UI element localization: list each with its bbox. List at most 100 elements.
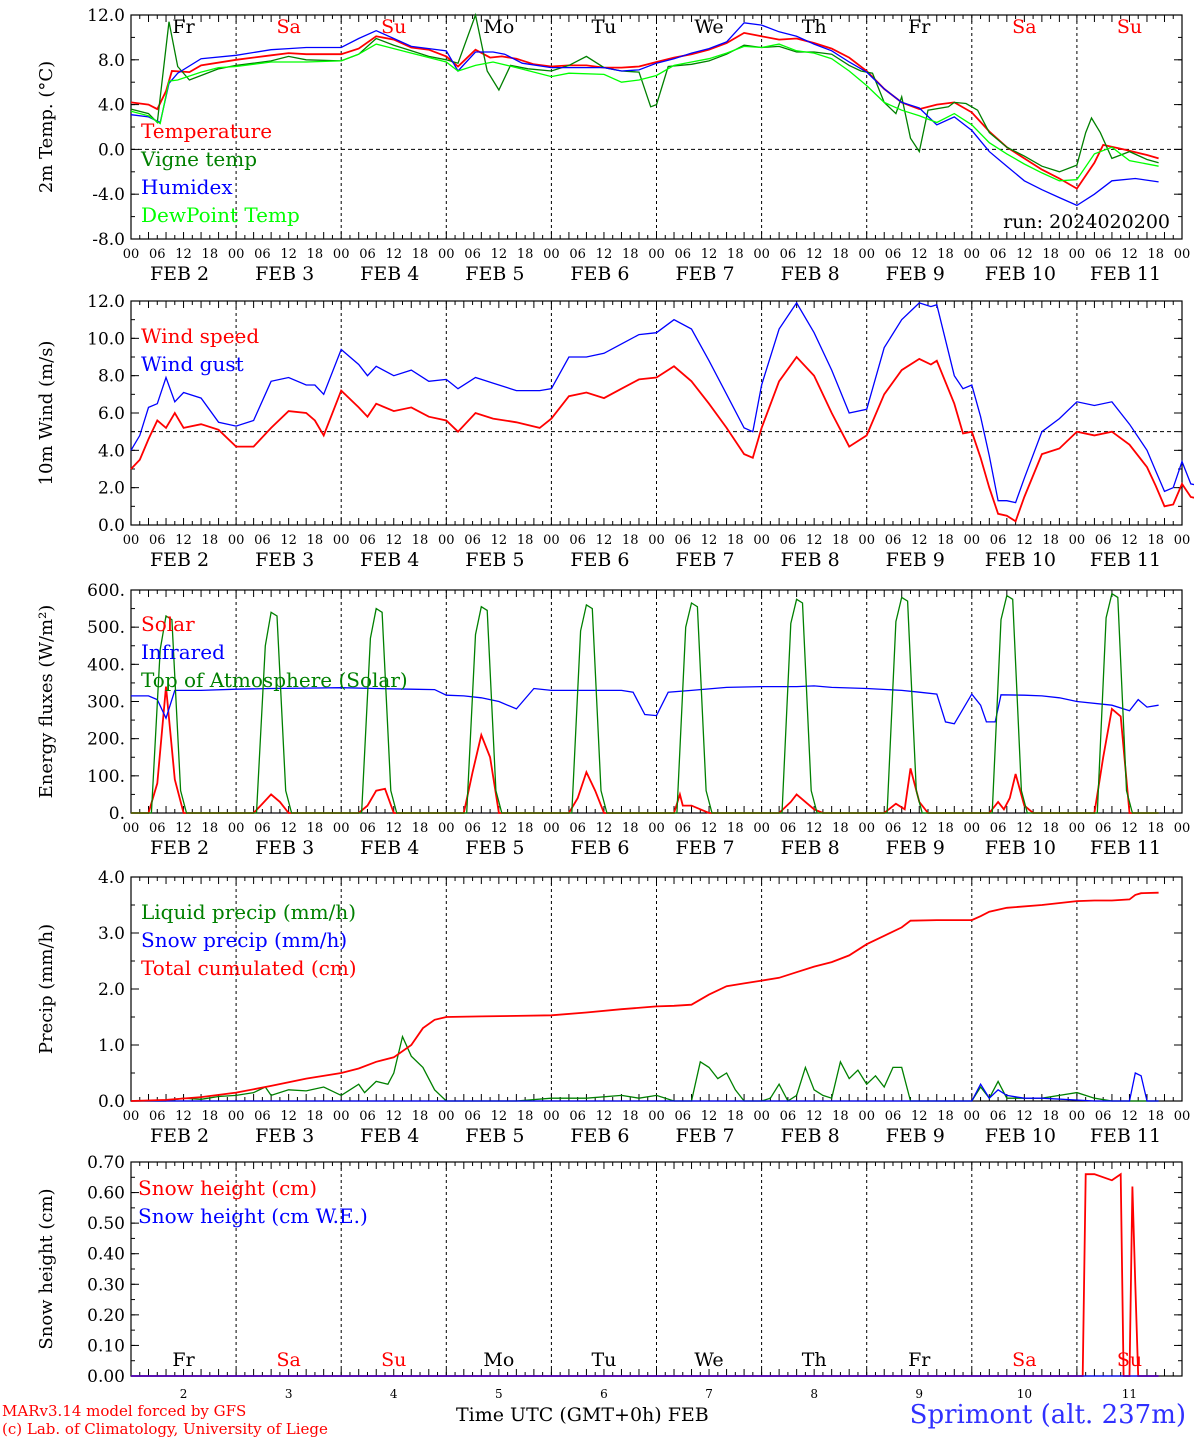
- hour-tick-label: 06: [569, 1109, 586, 1124]
- hour-tick-label: 18: [832, 1109, 849, 1124]
- copyright-credit: (c) Lab. of Climatology, University of L…: [2, 1420, 328, 1438]
- hour-tick-label: 00: [438, 1109, 455, 1124]
- hour-tick-label: 12: [911, 1109, 928, 1124]
- legend-entry: Top of Atmosphere (Solar): [141, 668, 408, 692]
- legend-entry: Infrared: [141, 640, 225, 664]
- hour-tick-label: 00: [333, 247, 350, 262]
- hour-tick-label: 12: [596, 821, 613, 836]
- hour-tick-label: 12: [806, 247, 823, 262]
- hour-tick-label: 12: [1121, 533, 1138, 548]
- y-tick-label: 6.0: [98, 404, 125, 424]
- hour-tick-label: 12: [491, 1109, 508, 1124]
- series-line-0: [131, 1034, 1159, 1102]
- hour-tick-label: 18: [517, 533, 534, 548]
- hour-tick-label: 18: [307, 1109, 324, 1124]
- hour-tick-label: 18: [1042, 1109, 1059, 1124]
- hour-tick-label: 18: [412, 533, 429, 548]
- hour-tick-label: 00: [858, 1109, 875, 1124]
- hour-tick-label: 06: [675, 1109, 692, 1124]
- hour-tick-label: 18: [622, 533, 639, 548]
- y-tick-label: 2.0: [98, 479, 125, 499]
- weekday-label: Sa: [1012, 16, 1036, 38]
- hour-tick-label: 12: [1016, 821, 1033, 836]
- hour-tick-label: 00: [228, 247, 245, 262]
- hour-tick-label: 06: [149, 1109, 166, 1124]
- y-tick-label: 0.20: [87, 1306, 125, 1326]
- hour-tick-label: 00: [1069, 1109, 1086, 1124]
- legend-entry: Humidex: [141, 175, 233, 199]
- date-label: FEB 6: [570, 263, 629, 285]
- hour-tick-label: 12: [806, 821, 823, 836]
- date-label: FEB 8: [781, 1125, 840, 1147]
- date-label: FEB 9: [886, 837, 945, 859]
- hour-tick-label: 06: [675, 247, 692, 262]
- hour-tick-label: 12: [385, 247, 402, 262]
- hour-tick-label: 12: [1016, 533, 1033, 548]
- hour-tick-label: 18: [202, 1109, 219, 1124]
- hour-tick-label: 12: [701, 821, 718, 836]
- hour-tick-label: 06: [780, 821, 797, 836]
- hour-tick-label: 06: [149, 533, 166, 548]
- hour-tick-label: 06: [464, 821, 481, 836]
- y-tick-label: 10.0: [87, 329, 125, 349]
- y-tick-label: 600.: [87, 581, 125, 601]
- legend-entry: Wind speed: [141, 324, 259, 348]
- y-tick-label: 0.00: [87, 1367, 125, 1387]
- date-label: FEB 3: [255, 263, 314, 285]
- hour-tick-label: 18: [307, 821, 324, 836]
- date-label: FEB 5: [465, 1125, 524, 1147]
- y-axis-label: 10m Wind (m/s): [36, 341, 57, 486]
- series-line-1: [131, 685, 1159, 725]
- date-label: FEB 9: [886, 549, 945, 571]
- date-label: FEB 5: [465, 837, 524, 859]
- hour-tick-label: 06: [569, 821, 586, 836]
- y-tick-label: 12.0: [87, 6, 125, 26]
- weekday-label: Sa: [276, 1349, 300, 1371]
- hour-tick-label: 06: [1095, 821, 1112, 836]
- hour-tick-label: 18: [832, 247, 849, 262]
- legend-entry: Vigne temp: [140, 147, 257, 171]
- date-label: FEB 7: [675, 837, 734, 859]
- hour-tick-label: 00: [123, 533, 140, 548]
- series-line-1: [130, 12, 1159, 173]
- day-number-label: 9: [915, 1387, 923, 1401]
- hour-tick-label: 12: [1016, 1109, 1033, 1124]
- hour-tick-label: 00: [753, 821, 770, 836]
- date-label: FEB 8: [781, 837, 840, 859]
- hour-tick-label: 12: [175, 247, 192, 262]
- plot-frame: [130, 300, 1183, 526]
- hour-tick-label: 06: [569, 533, 586, 548]
- weekday-label: Sa: [276, 16, 300, 38]
- legend-entry: Solar: [141, 612, 195, 636]
- date-label: FEB 7: [675, 263, 734, 285]
- day-number-label: 8: [810, 1387, 818, 1401]
- hour-tick-label: 06: [254, 821, 271, 836]
- date-label: FEB 4: [360, 549, 419, 571]
- hour-tick-label: 12: [280, 533, 297, 548]
- date-label: FEB 6: [570, 837, 629, 859]
- y-tick-label: 4.0: [98, 96, 125, 116]
- hour-tick-label: 12: [385, 533, 402, 548]
- hour-tick-label: 00: [543, 821, 560, 836]
- y-tick-label: 400.: [87, 655, 125, 675]
- hour-tick-label: 06: [990, 247, 1007, 262]
- day-number-label: 7: [705, 1387, 713, 1401]
- y-axis-label: 2m Temp. (°C): [36, 61, 57, 193]
- date-label: FEB 2: [150, 263, 209, 285]
- weekday-label: Su: [1117, 16, 1142, 38]
- panel-temp: 12.0 8.0 4.0 0.0 -4.0 -8.0 2m Temp. (°C) Temper…: [36, 6, 1190, 285]
- series-line-1: [130, 301, 1194, 504]
- date-label: FEB 8: [781, 549, 840, 571]
- day-number-label: 11: [1122, 1387, 1137, 1401]
- legend-entry: Liquid precip (mm/h): [141, 900, 356, 924]
- weekday-label: Fr: [908, 16, 931, 38]
- date-label: FEB 10: [985, 1125, 1056, 1147]
- weekday-label: Sa: [1012, 1349, 1036, 1371]
- date-label: FEB 3: [255, 837, 314, 859]
- hour-tick-label: 18: [937, 1109, 954, 1124]
- hour-tick-label: 18: [1042, 247, 1059, 262]
- hour-tick-label: 00: [1069, 533, 1086, 548]
- legend-entry: Snow height (cm W.E.): [138, 1204, 368, 1228]
- hour-tick-label: 00: [964, 1109, 981, 1124]
- panel-wind: 12.0 10.0 8.0 6.0 4.0 2.0 0.0 10m Wind (m/s) Win…: [36, 292, 1194, 571]
